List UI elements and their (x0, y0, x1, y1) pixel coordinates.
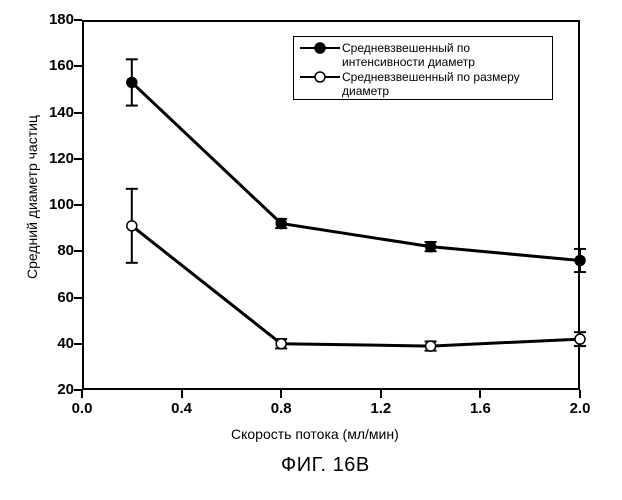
y-tick-mark-icon (74, 65, 82, 67)
y-tick-label: 40 (42, 335, 74, 352)
y-tick-mark-icon (74, 204, 82, 206)
figure-caption: ФИГ. 16B (281, 454, 370, 477)
y-tick-mark-icon (74, 250, 82, 252)
y-tick-label: 120 (42, 150, 74, 167)
x-tick-mark-icon (81, 390, 83, 398)
y-tick-label: 100 (42, 196, 74, 213)
series-line (132, 82, 580, 260)
y-tick-label: 80 (42, 242, 74, 259)
x-tick-label: 2.0 (570, 400, 591, 417)
data-marker-icon (276, 339, 286, 349)
x-tick-label: 1.6 (470, 400, 491, 417)
legend-item: Средневзвешенный по размеру диаметр (298, 70, 520, 98)
x-axis-label: Скорость потока (мл/мин) (231, 426, 399, 442)
x-tick-label: 0.4 (171, 400, 192, 417)
data-marker-icon (575, 256, 585, 266)
y-tick-label: 180 (42, 11, 74, 28)
y-tick-mark-icon (74, 158, 82, 160)
data-marker-icon (127, 77, 137, 87)
x-tick-mark-icon (380, 390, 382, 398)
legend-label: Средневзвешенный по размеру диаметр (342, 70, 520, 98)
y-tick-mark-icon (74, 112, 82, 114)
y-tick-mark-icon (74, 297, 82, 299)
data-marker-icon (575, 334, 585, 344)
y-tick-label: 140 (42, 104, 74, 121)
y-tick-mark-icon (74, 19, 82, 21)
x-tick-mark-icon (181, 390, 183, 398)
data-marker-icon (426, 242, 436, 252)
data-marker-icon (276, 219, 286, 229)
x-tick-mark-icon (579, 390, 581, 398)
legend-item: Средневзвешенный по интенсивности диамет… (298, 41, 475, 69)
y-tick-label: 60 (42, 289, 74, 306)
y-axis-label: Средний диаметр частиц (24, 115, 40, 279)
legend: Средневзвешенный по интенсивности диамет… (293, 36, 553, 100)
x-tick-label: 1.2 (370, 400, 391, 417)
y-tick-label: 20 (42, 381, 74, 398)
x-tick-mark-icon (479, 390, 481, 398)
x-tick-label: 0.0 (72, 400, 93, 417)
legend-label: Средневзвешенный по интенсивности диамет… (342, 41, 475, 69)
y-tick-mark-icon (74, 343, 82, 345)
series-line (132, 226, 580, 346)
x-tick-mark-icon (280, 390, 282, 398)
y-tick-label: 160 (42, 57, 74, 74)
legend-swatch-line-icon (298, 41, 342, 55)
figure-root: Средний диаметр частиц Скорость потока (… (0, 0, 622, 500)
x-tick-label: 0.8 (271, 400, 292, 417)
data-marker-icon (127, 221, 137, 231)
legend-swatch-line-icon (298, 70, 342, 84)
data-marker-icon (426, 341, 436, 351)
